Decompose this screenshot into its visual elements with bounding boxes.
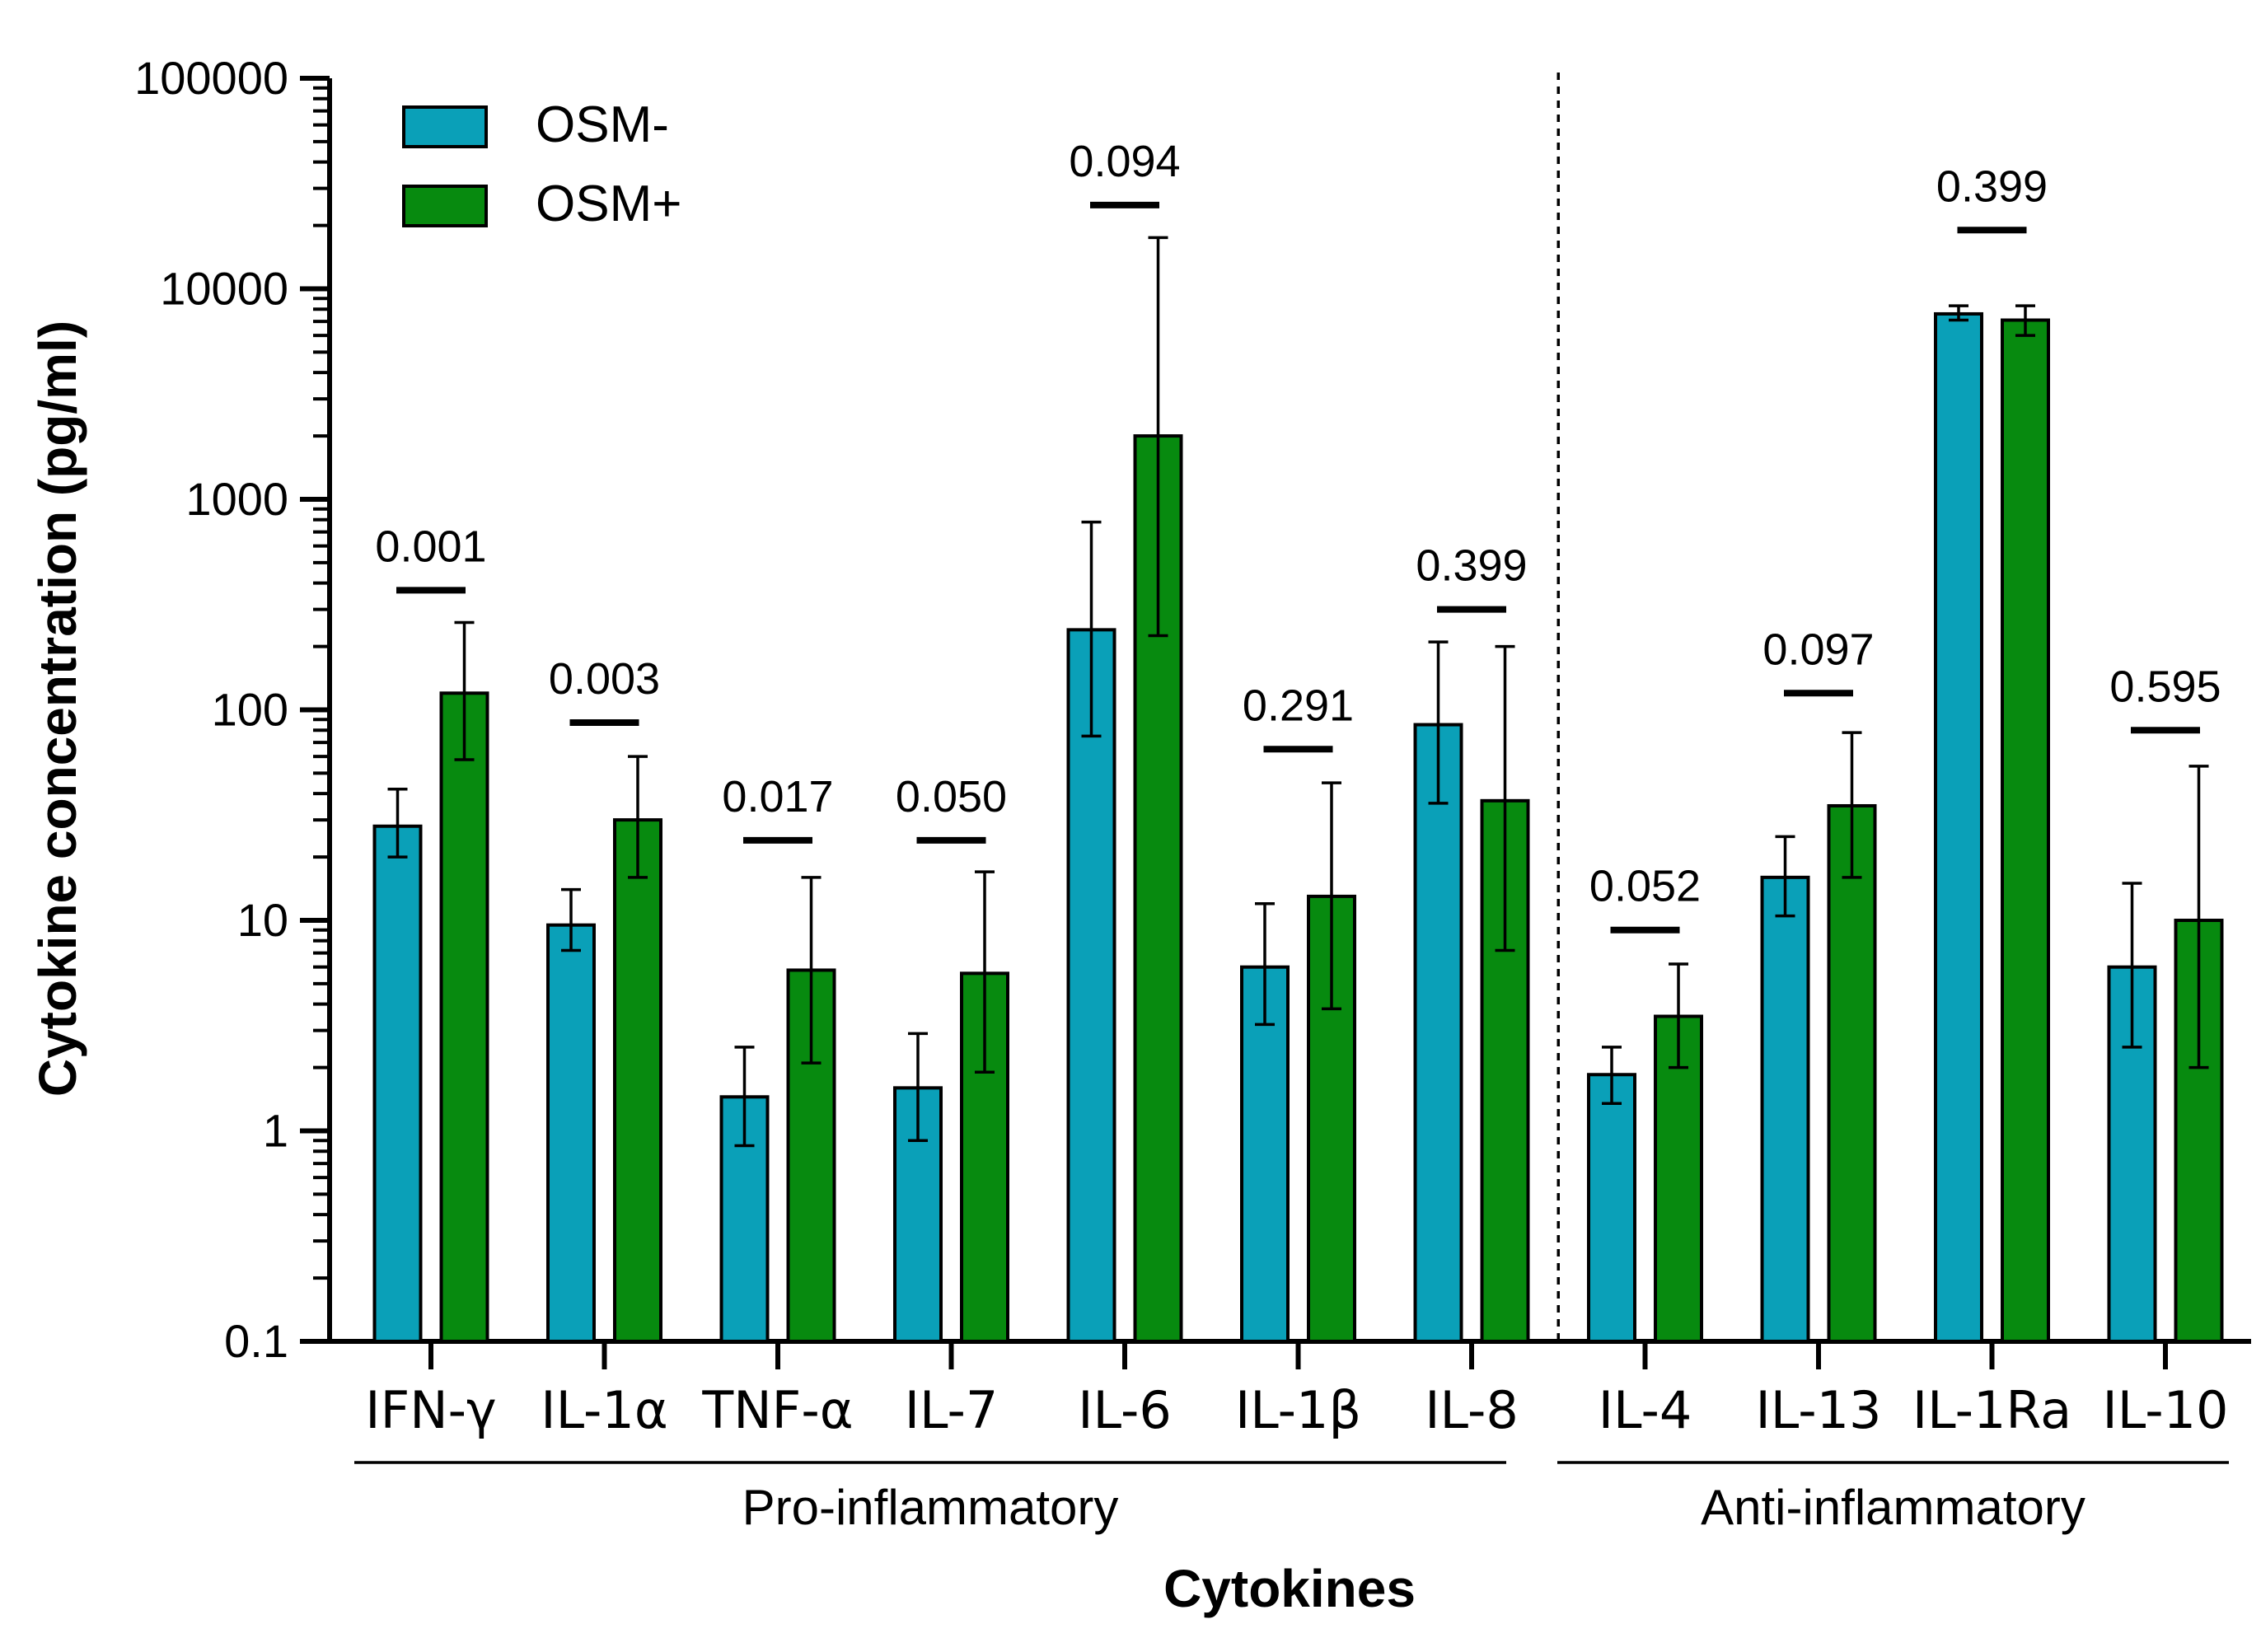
bar [1654, 1014, 1703, 1343]
p-value-label: 0.399 [1416, 541, 1527, 591]
y-axis-title: Cytokine concentration (pg/ml) [28, 321, 87, 1097]
y-tick-label: 1000 [185, 473, 288, 525]
chart-axes-layer: 0.1 1 10 100 1000 10000 100000 IFN-γ IL-1α TNF-α I… [134, 52, 2251, 1535]
group-label: Anti-inflammatory [1701, 1480, 2085, 1535]
legend-swatch [402, 185, 488, 227]
p-value-label: 0.399 [1936, 161, 2048, 211]
x-tick-label: TNF-α [701, 1380, 853, 1440]
p-value-label: 0.052 [1589, 862, 1701, 911]
x-tick-label: IL-1β [1235, 1380, 1361, 1440]
bar [893, 1086, 943, 1343]
bar [1587, 1073, 1636, 1344]
x-tick-label: IL-13 [1755, 1380, 1881, 1440]
x-tick-label: IL-10 [2102, 1380, 2228, 1440]
bar [1066, 628, 1116, 1343]
x-tick-label: IL-8 [1425, 1380, 1519, 1440]
bar [372, 824, 423, 1343]
x-tick-label: IL-7 [905, 1380, 999, 1440]
chart-annotations-layer: 0.001 0.003 0.017 0.050 0.094 0.291 0.399 0.052… [375, 137, 2221, 934]
x-tick-label: IFN-γ [365, 1380, 496, 1440]
x-tick-label: IL-1Ra [1912, 1380, 2071, 1440]
y-tick-label: 100000 [134, 52, 288, 104]
x-axis-title: Cytokines [1163, 1559, 1416, 1618]
p-value-label: 0.094 [1069, 137, 1180, 186]
bar [1240, 965, 1290, 1344]
x-tick-label: IL-6 [1078, 1380, 1172, 1440]
p-value-label: 0.001 [375, 522, 486, 571]
y-tick-label: 10 [237, 894, 288, 946]
y-tick-label: 1 [263, 1105, 288, 1157]
x-tick-label: IL-1α [541, 1380, 667, 1440]
p-value-label: 0.003 [549, 654, 660, 704]
chart-bars-layer [372, 236, 2224, 1344]
y-tick-label: 100 [212, 684, 288, 736]
p-value-label: 0.050 [896, 772, 1007, 821]
y-tick-label: 0.1 [224, 1315, 288, 1367]
bar [1827, 803, 1877, 1343]
p-value-label: 0.291 [1243, 681, 1354, 730]
p-value-label: 0.595 [2109, 662, 2221, 711]
y-tick-label: 10000 [160, 263, 288, 315]
chart-legend: OSM- OSM+ [402, 96, 681, 232]
bar [546, 923, 596, 1344]
group-label: Pro-inflammatory [742, 1480, 1119, 1535]
bar [439, 691, 489, 1343]
p-value-label: 0.097 [1762, 625, 1874, 674]
legend-label: OSM- [536, 96, 669, 153]
x-tick-label: IL-4 [1599, 1380, 1692, 1440]
bar [1760, 875, 1810, 1343]
bar [1413, 723, 1463, 1343]
bar [2001, 318, 2050, 1343]
p-value-label: 0.017 [722, 772, 833, 821]
legend-swatch [402, 105, 488, 148]
bar [613, 818, 662, 1343]
bar [960, 971, 1009, 1344]
bar [1934, 311, 1983, 1343]
legend-label: OSM+ [536, 175, 681, 232]
